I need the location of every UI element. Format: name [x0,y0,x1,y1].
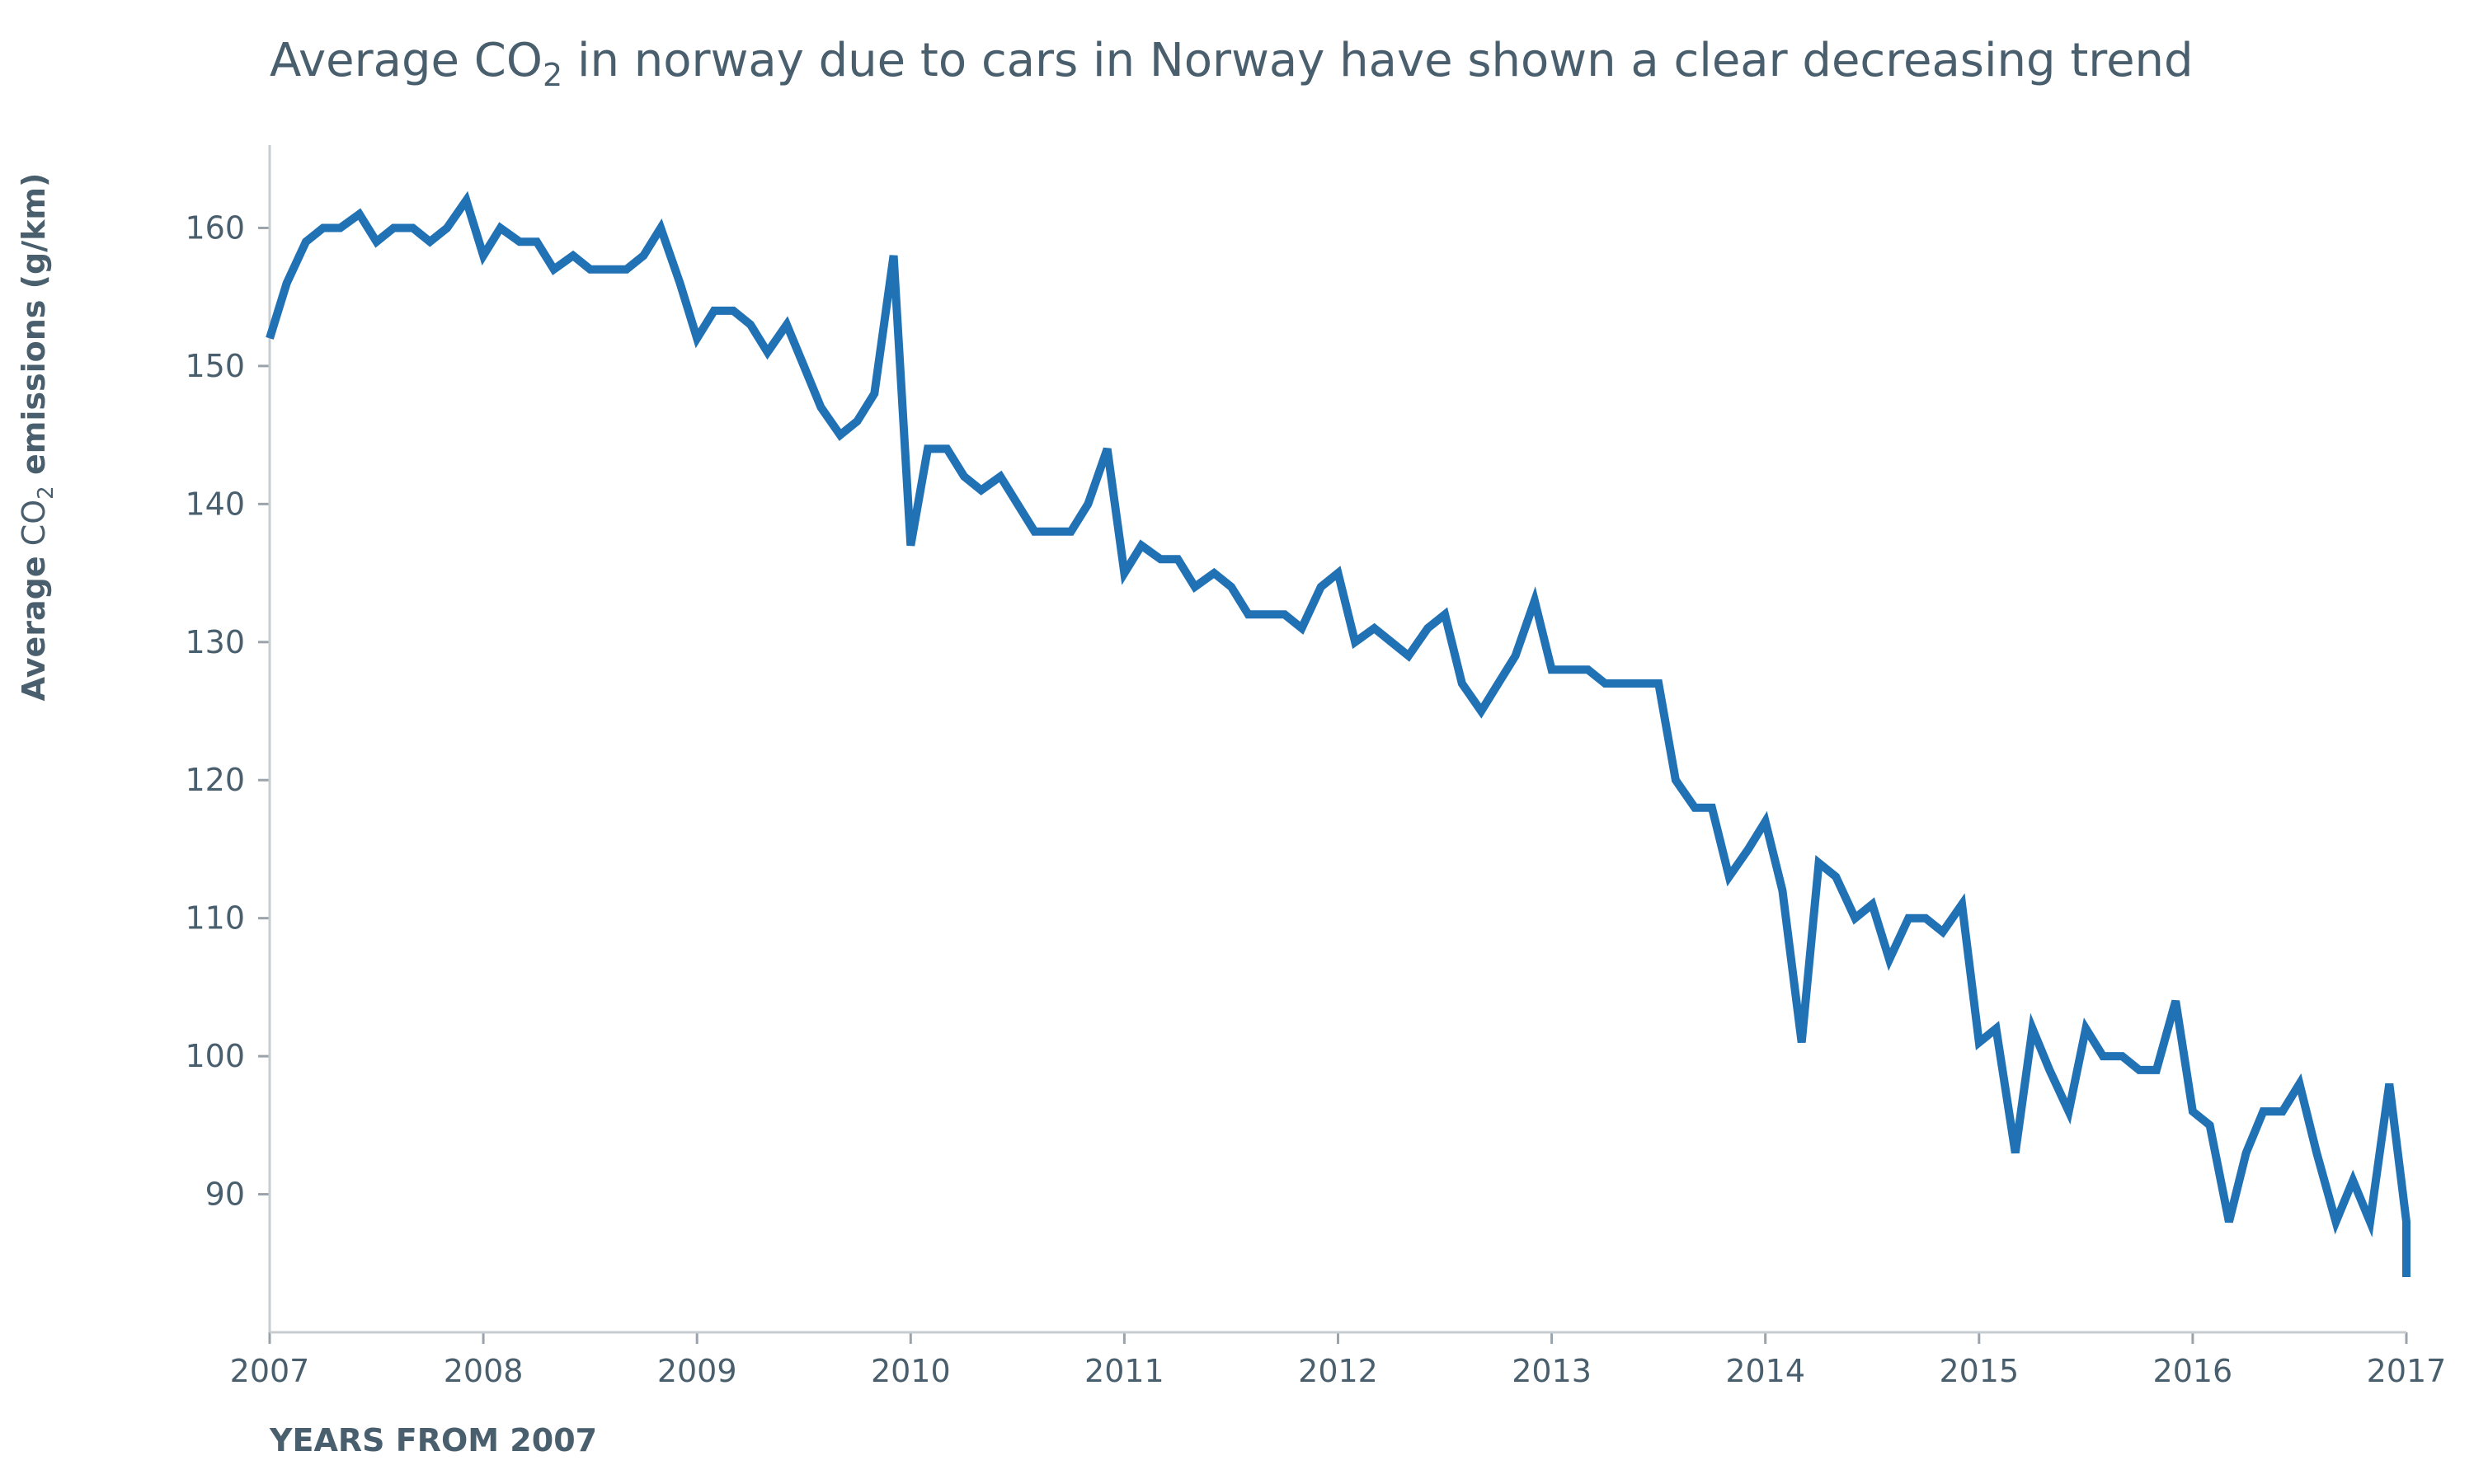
y-tick-label: 110 [185,900,245,937]
x-tick-label: 2015 [1939,1353,2019,1389]
y-axis-label-light: CO [16,500,52,556]
x-tick-label: 2007 [230,1353,310,1389]
x-tick-label: 2011 [1084,1353,1164,1389]
x-tick-label: 2017 [2367,1353,2447,1389]
x-axis-label: YEARS FROM 2007 [269,1422,597,1458]
x-tick-label: 2010 [871,1353,951,1389]
x-tick-label: 2008 [444,1353,524,1389]
y-axis-label-bold-after: emissions (g/km) [16,173,52,486]
x-tick-label: 2013 [1512,1353,1592,1389]
y-axis-ticks: 90 100 110 120 130 140 150 160 [185,209,270,1213]
chart-title-after: in norway due to cars in Norway have sho… [562,34,2193,87]
y-tick-label: 150 [185,348,245,384]
y-tick-label: 130 [185,624,245,660]
y-tick-label: 100 [185,1038,245,1074]
y-tick-label: 90 [205,1176,245,1213]
y-axis-label-subscript: 2 [34,486,59,500]
x-tick-label: 2014 [1725,1353,1805,1389]
y-tick-label: 160 [185,209,245,246]
chart-title-before: Average CO [270,34,543,87]
x-axis-ticks: 2007 2008 2009 2010 2011 2012 2013 2014 2015 2016… [230,1332,2447,1389]
y-axis-label: Average CO2 emissions (g/km) [16,173,59,702]
chart-title-subscript: 2 [543,57,562,93]
y-tick-label: 140 [185,486,245,522]
y-tick-label: 120 [185,762,245,798]
x-tick-label: 2012 [1298,1353,1378,1389]
y-axis-label-bold-before: Average [16,556,52,701]
chart-title: Average CO2 in norway due to cars in Nor… [270,34,2194,93]
x-tick-label: 2009 [657,1353,737,1389]
series-line [266,190,2411,1277]
x-tick-label: 2016 [2153,1353,2233,1389]
